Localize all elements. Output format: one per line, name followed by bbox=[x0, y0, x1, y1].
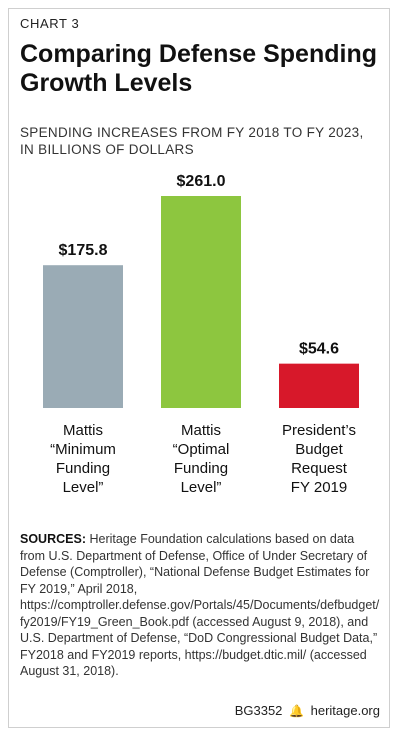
category-label-1: Mattis “Minimum Funding Level” bbox=[23, 421, 143, 497]
category-label-3-line-4: FY 2019 bbox=[290, 479, 348, 496]
bar-value-label-1: $175.8 bbox=[59, 242, 108, 259]
bar-chart: $175.8 $261.0 $54.6 bbox=[43, 173, 359, 408]
bar-value-label-2: $261.0 bbox=[177, 173, 226, 190]
category-label-3-line-2: Budget bbox=[295, 441, 343, 458]
bar-1 bbox=[43, 265, 123, 408]
category-label-3-line-3: Request bbox=[291, 460, 347, 477]
category-label-1-line-1: Mattis bbox=[62, 422, 103, 439]
category-label-1-line-3: Funding bbox=[55, 460, 111, 477]
report-code: BG3352 bbox=[234, 703, 283, 718]
liberty-bell-icon: 🔔 bbox=[289, 704, 304, 718]
chart-title: Comparing Defense Spending Growth Levels bbox=[20, 40, 377, 97]
chart-subtitle: SPENDING INCREASES FROM FY 2018 TO FY 20… bbox=[20, 125, 364, 157]
bar-2 bbox=[161, 196, 241, 408]
category-label-1-line-2: “Minimum bbox=[50, 441, 116, 458]
category-label-2-line-1: Mattis bbox=[180, 422, 221, 439]
category-label-3: President’s Budget Request FY 2019 bbox=[259, 421, 379, 497]
site-link[interactable]: heritage.org bbox=[310, 703, 380, 718]
sources-text: Heritage Foundation calculations based o… bbox=[20, 532, 380, 678]
category-label-2-line-4: Level” bbox=[180, 479, 222, 496]
sources-label: SOURCES: bbox=[20, 532, 86, 546]
chart-number-label: CHART 3 bbox=[20, 16, 80, 31]
category-label-3-line-1: President’s bbox=[282, 422, 356, 439]
category-label-1-line-4: Level” bbox=[62, 479, 104, 496]
category-label-2-line-3: Funding bbox=[173, 460, 229, 477]
bar-3 bbox=[279, 363, 359, 408]
chart-frame bbox=[8, 8, 390, 728]
footer: BG3352 🔔 heritage.org bbox=[235, 703, 380, 718]
category-label-2-line-2: “Optimal bbox=[172, 441, 230, 458]
category-label-2: Mattis “Optimal Funding Level” bbox=[141, 421, 261, 497]
sources-note: SOURCES: Heritage Foundation calculation… bbox=[20, 531, 382, 680]
bar-value-label-3: $54.6 bbox=[299, 341, 339, 358]
